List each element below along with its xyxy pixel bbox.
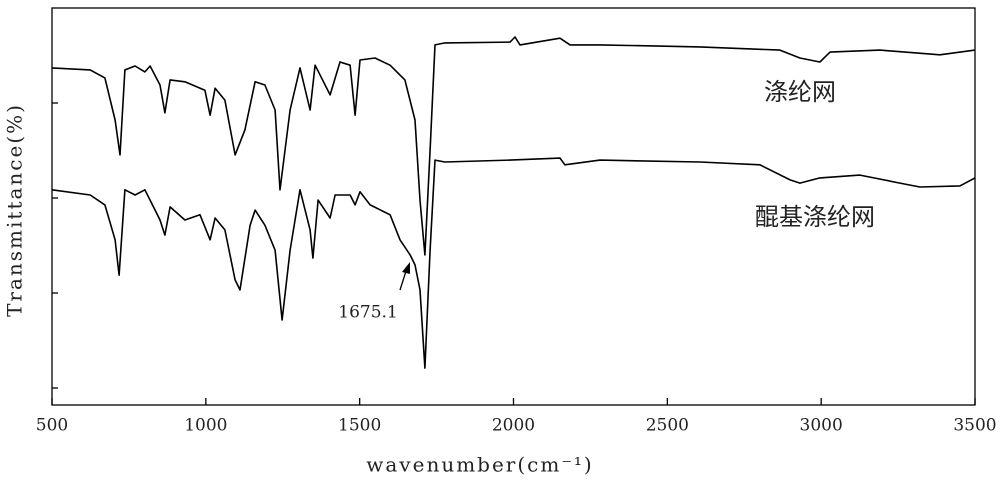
x-tick-label: 2000	[492, 416, 535, 436]
x-axis-label: wavenumber(cm⁻¹)	[366, 453, 593, 477]
x-tick-label: 3000	[800, 416, 843, 436]
annotation-arrowhead	[402, 262, 410, 274]
series-label: 涤纶网	[764, 78, 836, 106]
spectrum-line	[51, 157, 976, 369]
x-tick-label: 1000	[184, 416, 227, 436]
series-label: 醌基涤纶网	[755, 203, 875, 231]
x-tick-label: 2500	[646, 416, 689, 436]
annotation-text: 1675.1	[338, 303, 397, 323]
x-tick-label: 3500	[953, 416, 996, 436]
spectrum-line	[51, 36, 976, 256]
x-tick-label: 500	[36, 416, 68, 436]
x-tick-label: 1500	[338, 416, 381, 436]
y-axis-label: Transmittance(%)	[3, 103, 27, 317]
y-axis-ticks	[52, 102, 58, 389]
